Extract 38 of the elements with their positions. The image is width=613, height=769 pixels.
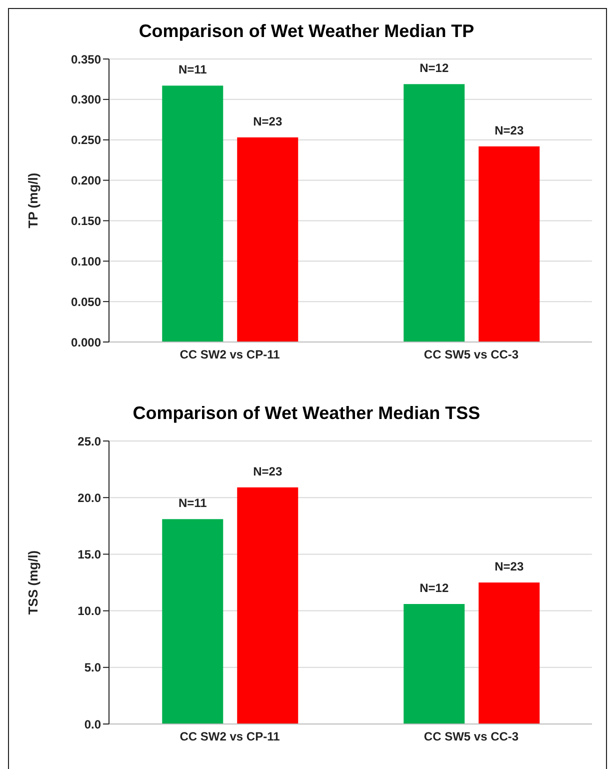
x-tick-label: CC SW5 vs CC-3 (424, 348, 519, 362)
y-tick-label: 0.000 (70, 335, 102, 350)
bar (237, 137, 298, 342)
bar (162, 86, 224, 342)
bar (478, 582, 540, 724)
bar (237, 487, 298, 724)
x-tick-label: CC SW2 vs CP-11 (180, 730, 280, 744)
annotation: N=23 (494, 123, 524, 138)
annotation: N=23 (494, 560, 524, 574)
y-tick-label: 0.150 (70, 214, 102, 228)
y-tick-label: 0.300 (70, 92, 102, 107)
y-tick-label: 10.0 (78, 604, 102, 618)
chart-title: Comparison of Wet Weather Median TP (138, 21, 476, 43)
chart-title: Comparison of Wet Weather Median TSS (132, 403, 482, 425)
annotation: N=11 (178, 496, 208, 510)
bar (404, 604, 465, 724)
y-tick-label: 0.250 (70, 133, 102, 148)
y-tick-label: 5.0 (84, 660, 102, 675)
y-tick-label: 15.0 (78, 547, 102, 562)
y-axis-title: TSS (mg/l) (26, 550, 41, 615)
bar (478, 146, 540, 342)
y-tick-label: 0.350 (70, 52, 102, 66)
y-tick-label: 0.200 (70, 174, 102, 188)
annotation: N=23 (253, 464, 282, 478)
annotation: N=11 (178, 62, 208, 77)
bar (404, 84, 465, 342)
y-tick-label: 0.050 (70, 294, 102, 309)
annotation: N=12 (420, 581, 449, 596)
annotation: N=23 (253, 114, 282, 128)
x-tick-label: CC SW2 vs CP-11 (180, 348, 280, 362)
y-axis-title: TP (mg/l) (26, 172, 41, 228)
annotation: N=12 (420, 61, 449, 76)
y-tick-label: 25.0 (78, 434, 102, 448)
x-tick-label: CC SW5 vs CC-3 (424, 730, 519, 744)
y-tick-label: 20.0 (78, 490, 102, 505)
bar (162, 519, 224, 724)
y-tick-label: 0.0 (84, 717, 102, 732)
y-tick-label: 0.100 (70, 254, 102, 268)
